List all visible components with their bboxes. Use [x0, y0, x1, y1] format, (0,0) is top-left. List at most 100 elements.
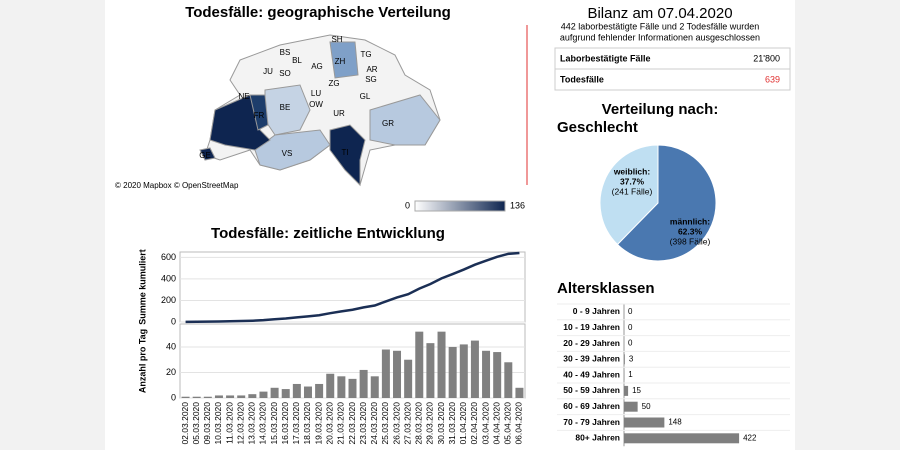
canton-label: FR: [254, 111, 265, 120]
canton-label: GE: [199, 151, 211, 160]
category-label: 80+ Jahren: [575, 433, 620, 443]
x-tick-label: 10.03.2020: [213, 402, 223, 445]
bar: [326, 373, 335, 398]
bar: [303, 386, 312, 398]
canton-zh: [329, 41, 359, 79]
bar: [270, 387, 279, 398]
y-tick-label: 400: [161, 273, 176, 283]
canton-label: TG: [360, 50, 371, 59]
bar: [624, 401, 638, 412]
bar: [415, 331, 424, 398]
summary-title: Bilanz am 07.04.2020: [587, 5, 732, 22]
canton-label: BL: [292, 56, 302, 65]
bar: [515, 387, 524, 398]
y-tick-label: 40: [166, 341, 176, 351]
x-tick-label: 03.04.2020: [480, 402, 490, 445]
x-tick-label: 13.03.2020: [247, 402, 257, 445]
bar: [482, 350, 491, 398]
bar: [459, 344, 468, 398]
value-label: 15: [632, 386, 641, 395]
canton-label: OW: [309, 100, 323, 109]
x-tick-label: 27.03.2020: [402, 402, 412, 445]
bar: [470, 340, 479, 398]
y-tick-label: 20: [166, 367, 176, 377]
row-label: Todesfälle: [560, 74, 604, 84]
x-tick-label: 22.03.2020: [347, 402, 357, 445]
pie-slice: [599, 144, 659, 246]
canton-ge: [199, 147, 216, 161]
bar: [381, 349, 390, 398]
value-label: 3: [629, 354, 634, 363]
pie-slice: [616, 144, 717, 262]
summary-note: aufgrund fehlender Informationen ausgesc…: [560, 32, 760, 42]
bar: [404, 359, 413, 398]
bar: [504, 362, 513, 398]
bar: [624, 433, 740, 444]
canton-label: ZG: [328, 79, 339, 88]
canton-label: SH: [331, 35, 342, 44]
category-label: 20 - 29 Jahren: [563, 338, 620, 348]
x-tick-label: 21.03.2020: [336, 402, 346, 445]
value-label: 0: [628, 323, 633, 332]
x-tick-label: 05.03.2020: [191, 402, 201, 445]
canton-gr: [369, 94, 441, 146]
x-tick-label: 28.03.2020: [414, 402, 424, 445]
bar: [370, 376, 379, 398]
y-axis-label: Summe kumuliert: [137, 249, 147, 325]
canton-label: TI: [341, 148, 348, 157]
bar: [181, 396, 190, 398]
bar: [281, 389, 290, 398]
x-tick-label: 12.03.2020: [235, 402, 245, 445]
map-title: Todesfälle: geographische Verteilung: [185, 4, 451, 21]
x-tick-label: 06.04.2020: [514, 402, 524, 445]
row-value: 639: [765, 74, 780, 84]
value-label: 0: [628, 307, 633, 316]
slice-label: männlich:: [670, 216, 710, 226]
category-label: 40 - 49 Jahren: [563, 369, 620, 379]
canton-vs: [254, 129, 331, 171]
canton-label: BS: [280, 48, 291, 57]
bar: [315, 383, 324, 398]
slice-count: (398 Fälle): [670, 236, 711, 246]
y-tick-label: 200: [161, 295, 176, 305]
slice-count: (241 Fälle): [612, 186, 653, 196]
chart-subtitle: Geschlecht: [557, 119, 638, 136]
x-tick-label: 11.03.2020: [224, 402, 234, 444]
bar: [203, 396, 212, 398]
x-tick-label: 04.04.2020: [491, 402, 501, 445]
y-axis-label: Anzahl pro Tag: [137, 329, 147, 393]
x-tick-label: 16.03.2020: [280, 402, 290, 445]
slice-label: weiblich:: [613, 166, 651, 176]
x-tick-label: 25.03.2020: [380, 402, 390, 445]
x-tick-label: 02.04.2020: [469, 402, 479, 445]
category-label: 60 - 69 Jahren: [563, 401, 620, 411]
canton-fr: [249, 94, 269, 131]
value-label: 50: [642, 402, 651, 411]
value-label: 422: [743, 433, 757, 442]
canton-ti: [329, 124, 366, 187]
bar: [624, 354, 625, 365]
bar: [292, 383, 301, 398]
bar: [426, 343, 435, 398]
x-tick-label: 19.03.2020: [313, 402, 323, 445]
canton-label: SG: [365, 75, 377, 84]
category-label: 70 - 79 Jahren: [563, 417, 620, 427]
x-tick-label: 01.04.2020: [458, 402, 468, 445]
value-label: 0: [628, 339, 633, 348]
canton-label: JU: [263, 67, 273, 76]
bar: [448, 346, 457, 398]
bar: [624, 417, 665, 428]
y-tick-label: 0: [171, 392, 176, 402]
bar: [393, 350, 402, 398]
attribution: © 2020 Mapbox © OpenStreetMap: [115, 181, 239, 190]
x-tick-label: 02.03.2020: [180, 402, 190, 445]
x-tick-label: 20.03.2020: [324, 402, 334, 445]
bar: [437, 331, 446, 398]
chart-title: Todesfälle: zeitliche Entwicklung: [211, 225, 445, 242]
x-tick-label: 30.03.2020: [436, 402, 446, 445]
row-label: Laborbestätigte Fälle: [560, 53, 651, 63]
canton-label: LU: [311, 89, 321, 98]
map: [199, 25, 528, 212]
category-label: 50 - 59 Jahren: [563, 385, 620, 395]
